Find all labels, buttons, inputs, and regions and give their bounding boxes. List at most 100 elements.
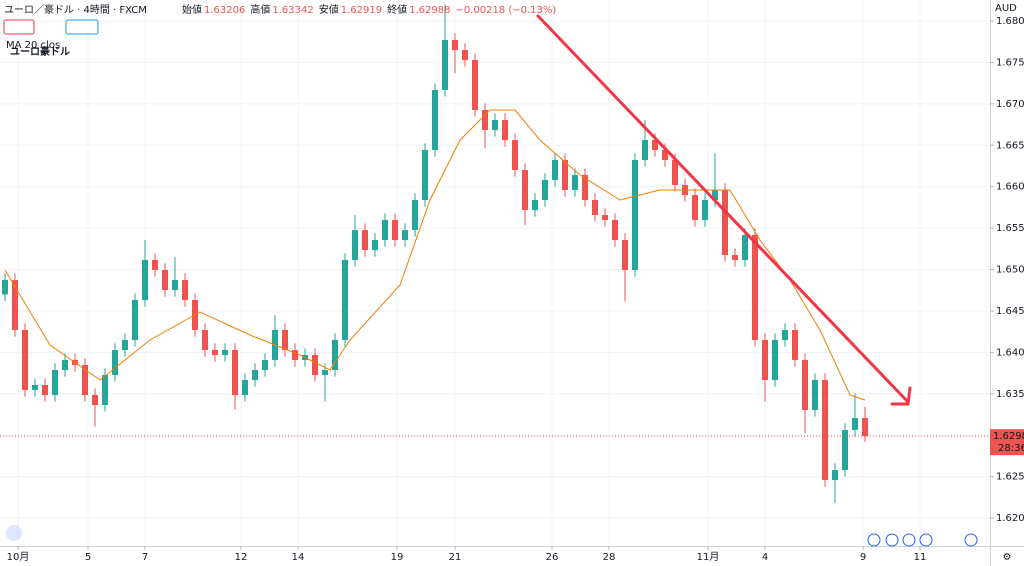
- y-tick-label: 1.67000: [996, 99, 1024, 110]
- candle-body: [342, 259, 348, 341]
- x-tick-label: 19: [391, 552, 404, 563]
- legend: MA 20 clos: [3, 19, 99, 51]
- x-tick-label: 5: [85, 552, 91, 563]
- candle-body: [622, 240, 628, 271]
- candle-body: [662, 149, 668, 161]
- candle-body: [252, 369, 258, 381]
- header-value: 1.62988: [409, 5, 450, 16]
- candle-body: [752, 234, 758, 341]
- ohlc-header: 始値 1.63206 高値 1.63342 安値 1.62919 終値 1.62988 −0.0…: [182, 3, 556, 16]
- candle-body: [632, 160, 638, 271]
- candle-body: [382, 219, 388, 241]
- candle-body: [562, 160, 568, 191]
- candle-body: [262, 359, 268, 370]
- header: ユーロ／豪ドル · 4時間 · FXCM 始値 1.63206 高値 1.63342 安…: [4, 3, 556, 16]
- y-tick-label: 1.62000: [996, 513, 1024, 524]
- event-icons[interactable]: [867, 533, 978, 547]
- candle-body: [552, 160, 558, 180]
- candle-body: [512, 140, 518, 171]
- trend-arrow: [536, 14, 912, 406]
- header-label: 高値: [250, 3, 270, 16]
- candle-body: [832, 469, 838, 480]
- candle-body: [612, 219, 618, 241]
- candle-body: [782, 329, 788, 341]
- candle-body: [82, 365, 88, 396]
- price-box: [3, 19, 35, 35]
- x-tick-label: 26: [546, 552, 559, 563]
- last-price-box: [990, 429, 1024, 456]
- grid: [0, 0, 990, 545]
- candle-body: [852, 418, 858, 430]
- candle-body: [202, 329, 208, 351]
- candle-body: [542, 179, 548, 201]
- candle-body: [242, 380, 248, 396]
- candle-body: [442, 40, 448, 91]
- price-box: [65, 19, 99, 35]
- logo[interactable]: [6, 525, 22, 541]
- symbol: ユーロ／豪ドル · 4時間 · FXCM: [4, 3, 147, 16]
- candle-body: [792, 329, 798, 360]
- header-value: 1.63206: [204, 5, 245, 16]
- candle-body: [822, 380, 828, 480]
- candle-body: [462, 50, 468, 61]
- candle-body: [492, 120, 498, 131]
- candle-body: [572, 175, 578, 191]
- candle-body: [432, 90, 438, 150]
- settings-icon[interactable]: ⚙: [1003, 552, 1012, 563]
- countdown: 28:36: [998, 443, 1024, 454]
- candle-body: [692, 195, 698, 220]
- y-tick-label: 1.66000: [996, 182, 1024, 193]
- currency: AUD: [995, 3, 1017, 14]
- x-tick-label: 7: [142, 552, 148, 563]
- candle-body: [292, 350, 298, 360]
- candle-body: [672, 160, 678, 186]
- candle-body: [322, 369, 328, 376]
- y-tick-label: 1.62500: [996, 472, 1024, 483]
- y-tick-label: 1.66500: [996, 140, 1024, 151]
- candle-body: [2, 280, 8, 295]
- y-tick-label: 1.63500: [996, 389, 1024, 400]
- candle-body: [412, 200, 418, 231]
- candle-body: [372, 240, 378, 251]
- header-label: 終値: [387, 3, 407, 16]
- ma-line: [4, 109, 866, 401]
- candle-body: [92, 395, 98, 406]
- header-change: −0.00218 (−0.13%): [455, 5, 556, 16]
- candle-body: [802, 359, 808, 410]
- candle-body: [132, 299, 138, 341]
- axes: 1.620001.625001.630001.635001.640001.645…: [7, 16, 1024, 563]
- x-tick-label: 14: [292, 552, 305, 563]
- candle-body: [182, 280, 188, 300]
- y-tick-label: 1.65500: [996, 223, 1024, 234]
- header-label: 始値: [182, 3, 202, 16]
- candle-body: [112, 350, 118, 376]
- candle-body: [452, 40, 458, 51]
- candle-body: [592, 200, 598, 216]
- x-tick-label: 28: [603, 552, 616, 563]
- candle-body: [402, 230, 408, 241]
- x-tick-label: 4: [762, 552, 768, 563]
- ma-legend: MA 20 clos: [6, 40, 60, 51]
- y-tick-label: 1.68000: [996, 16, 1024, 27]
- candle-body: [842, 429, 848, 470]
- candle-body: [22, 329, 28, 391]
- candle-body: [722, 190, 728, 256]
- y-tick-label: 1.65000: [996, 265, 1024, 276]
- candle-body: [122, 340, 128, 351]
- x-tick-label: 21: [449, 552, 462, 563]
- candle-body: [162, 270, 168, 290]
- candle-body: [762, 340, 768, 381]
- candle-body: [582, 175, 588, 201]
- candle-body: [222, 350, 228, 355]
- candle-body: [232, 350, 238, 396]
- candle-body: [772, 340, 778, 381]
- candle-body: [152, 259, 158, 271]
- last-price-label: 1.62988: [993, 431, 1024, 442]
- candle-body: [352, 230, 358, 260]
- candle-body: [312, 354, 318, 376]
- candle-body: [472, 60, 478, 110]
- candle-body: [642, 140, 648, 161]
- candle-body: [392, 219, 398, 241]
- y-tick-label: 1.67500: [996, 57, 1024, 68]
